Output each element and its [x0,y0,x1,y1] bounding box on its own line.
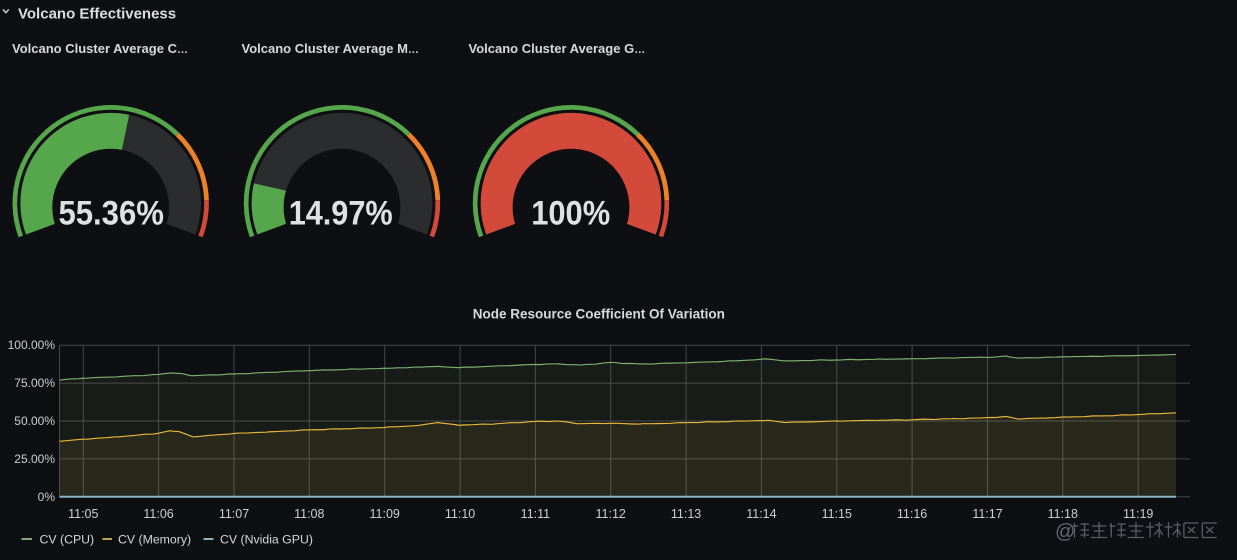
svg-text:11:05: 11:05 [68,507,98,521]
svg-text:11:09: 11:09 [370,507,400,521]
svg-text:11:16: 11:16 [897,507,927,521]
svg-text:11:07: 11:07 [219,507,249,521]
svg-text:11:10: 11:10 [445,507,475,521]
svg-text:CV (Memory): CV (Memory) [118,533,191,547]
svg-text:11:15: 11:15 [822,507,852,521]
svg-text:11:11: 11:11 [521,507,550,521]
svg-text:Volcano Effectiveness: Volcano Effectiveness [18,6,176,23]
svg-text:55.36%: 55.36% [58,195,164,233]
svg-text:11:06: 11:06 [143,507,173,521]
svg-text:11:12: 11:12 [596,507,626,521]
svg-text:11:17: 11:17 [972,507,1002,521]
svg-text:11:18: 11:18 [1048,507,1078,521]
svg-text:100.00%: 100.00% [8,338,56,352]
svg-text:50.00%: 50.00% [14,414,55,428]
svg-text:25.00%: 25.00% [14,452,55,466]
svg-text:11:13: 11:13 [671,507,701,521]
svg-text:Node Resource Coefficient Of V: Node Resource Coefficient Of Variation [473,307,725,322]
svg-text:75.00%: 75.00% [14,376,55,390]
svg-text:14.97%: 14.97% [289,195,393,233]
svg-text:CV (Nvidia GPU): CV (Nvidia GPU) [220,533,313,547]
svg-text:Volcano Cluster Average M…: Volcano Cluster Average M… [242,41,419,56]
svg-text:11:14: 11:14 [746,507,776,521]
svg-text:CV (CPU): CV (CPU) [40,533,95,547]
svg-text:Volcano Cluster Average C…: Volcano Cluster Average C… [12,41,188,56]
svg-text:Volcano Cluster Average G…: Volcano Cluster Average G… [469,41,646,56]
svg-text:100%: 100% [531,195,610,233]
svg-text:11:08: 11:08 [294,507,324,521]
svg-text:0%: 0% [38,490,56,504]
svg-text:11:19: 11:19 [1123,507,1153,521]
svg-text:@: @ [1055,521,1075,543]
